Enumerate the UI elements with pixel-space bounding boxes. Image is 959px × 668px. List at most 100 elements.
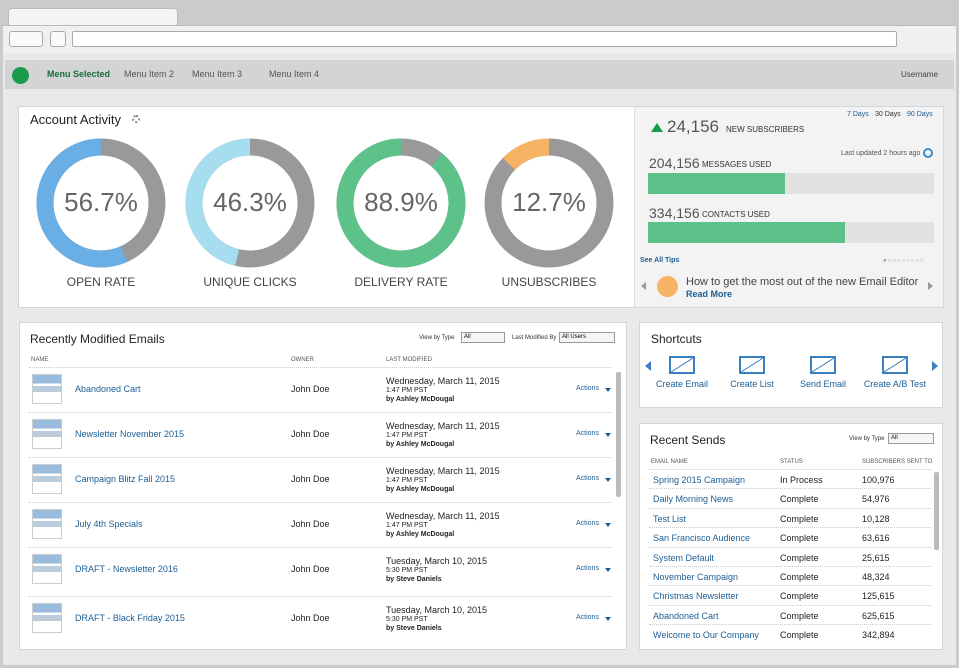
settings-icon (132, 115, 140, 123)
send-count: 10,128 (862, 513, 890, 524)
send-status: Complete (780, 591, 819, 602)
filter-select[interactable]: All (461, 332, 505, 343)
actions-caret (605, 433, 611, 437)
shortcut-label[interactable]: Create A/B Test (863, 379, 927, 389)
row-divider (649, 566, 931, 567)
row-divider (29, 596, 611, 597)
email-time: 5:30 PM PST (386, 567, 428, 574)
shortcut-icon[interactable] (669, 356, 695, 374)
send-name[interactable]: San Francisco Audience (653, 533, 751, 544)
email-name[interactable]: July 4th Specials (75, 519, 143, 529)
emails-title: Recently Modified Emails (30, 332, 165, 346)
range-link[interactable]: 90 Days (907, 111, 933, 118)
sends-scrollbar[interactable] (934, 472, 939, 550)
row-divider (29, 502, 611, 503)
email-by: by Ashley McDougal (386, 396, 455, 403)
actions-caret (605, 523, 611, 527)
actions-caret (605, 478, 611, 482)
email-time: 5:30 PM PST (386, 616, 428, 623)
shortcut-label[interactable]: Create Email (655, 379, 709, 389)
email-name[interactable]: Abandoned Cart (75, 384, 141, 394)
reload-button[interactable] (50, 31, 66, 47)
send-count: 342,894 (862, 630, 895, 641)
activity-title: Account Activity (30, 112, 122, 127)
send-status: Complete (780, 610, 819, 621)
shortcuts-prev[interactable] (645, 361, 651, 371)
menu-item[interactable]: Menu Item 3 (192, 69, 243, 79)
gauge-label: DELIVERY RATE (354, 275, 448, 289)
tip-next[interactable] (928, 282, 933, 290)
usage-fill (648, 173, 786, 194)
shortcuts-next[interactable] (932, 361, 938, 371)
shortcut-icon[interactable] (810, 356, 836, 374)
row-divider (29, 457, 611, 458)
refresh-icon[interactable] (923, 148, 933, 158)
row-divider (649, 546, 931, 548)
email-owner: John Doe (291, 384, 330, 394)
actions-menu[interactable]: Actions (576, 520, 599, 527)
email-time: 1:47 PM PST (386, 387, 428, 394)
menu-item[interactable]: Menu Item 4 (269, 69, 320, 79)
row-divider (649, 624, 931, 626)
send-name[interactable]: System Default (653, 552, 715, 563)
sends-title: Recent Sends (650, 433, 726, 447)
sends-filter-select[interactable]: All (888, 433, 934, 444)
actions-menu[interactable]: Actions (576, 430, 599, 437)
send-name[interactable]: Daily Morning News (653, 494, 734, 505)
send-status: Complete (780, 552, 819, 563)
email-date: Wednesday, March 11, 2015 (386, 421, 500, 431)
actions-caret (605, 617, 611, 621)
email-name[interactable]: DRAFT - Black Friday 2015 (75, 613, 185, 623)
tip-prev[interactable] (641, 282, 646, 290)
send-name[interactable]: Spring 2015 Campaign (653, 475, 746, 485)
send-count: 63,616 (862, 533, 890, 544)
column-header: OWNER (291, 357, 314, 363)
email-date: Tuesday, March 10, 2015 (386, 605, 488, 615)
menu-item[interactable]: Menu Item 2 (124, 69, 175, 79)
username[interactable]: Username (901, 70, 938, 79)
back-button[interactable] (9, 31, 43, 47)
email-name[interactable]: Campaign Blitz Fall 2015 (75, 474, 176, 484)
range-link[interactable]: 30 Days (875, 111, 901, 118)
send-name[interactable]: Abandoned Cart (653, 610, 719, 621)
actions-menu[interactable]: Actions (576, 614, 599, 621)
shortcut-label[interactable]: Create List (730, 379, 774, 389)
row-divider (649, 469, 931, 470)
email-by: by Steve Daniels (386, 576, 442, 583)
filter-label: View by Type (419, 335, 455, 341)
tips-link[interactable]: See All Tips (640, 257, 680, 264)
send-name[interactable]: November Campaign (653, 572, 739, 582)
send-count: 25,615 (862, 552, 890, 563)
emails-scrollbar[interactable] (616, 372, 621, 497)
email-name[interactable]: DRAFT - Newsletter 2016 (75, 564, 178, 574)
actions-menu[interactable]: Actions (576, 475, 599, 482)
shortcut-icon[interactable] (882, 356, 908, 374)
gauge-label: UNIQUE CLICKS (203, 275, 297, 289)
subscribers-value: 24,156 (667, 117, 719, 136)
shortcut-label[interactable]: Send Email (799, 379, 847, 389)
send-count: 625,615 (862, 610, 895, 621)
tip-link[interactable]: Read More (686, 289, 733, 299)
stats-panel (634, 107, 943, 307)
actions-menu[interactable]: Actions (576, 385, 599, 392)
email-thumb (32, 509, 62, 539)
actions-menu[interactable]: Actions (576, 565, 599, 572)
send-name[interactable]: Christmas Newsletter (653, 591, 739, 602)
email-by: by Ashley McDougal (386, 531, 455, 538)
send-name[interactable]: Welcome to Our Company (653, 630, 759, 641)
email-time: 1:47 PM PST (386, 522, 428, 529)
filter-select[interactable]: All Users (559, 332, 615, 343)
menu-item[interactable]: Menu Selected (47, 69, 111, 79)
row-divider (649, 604, 931, 606)
actions-caret (605, 568, 611, 572)
email-name[interactable]: Newsletter November 2015 (75, 429, 185, 439)
range-link[interactable]: 7 Days (847, 111, 869, 118)
shortcut-icon[interactable] (739, 356, 765, 374)
tip-icon (657, 276, 678, 297)
browser-tab[interactable] (8, 8, 178, 26)
address-bar[interactable] (72, 31, 897, 47)
send-status: Complete (780, 572, 819, 582)
send-name[interactable]: Test List (653, 513, 687, 524)
send-count: 48,324 (862, 572, 890, 582)
usage-value: 204,156 (649, 155, 700, 171)
